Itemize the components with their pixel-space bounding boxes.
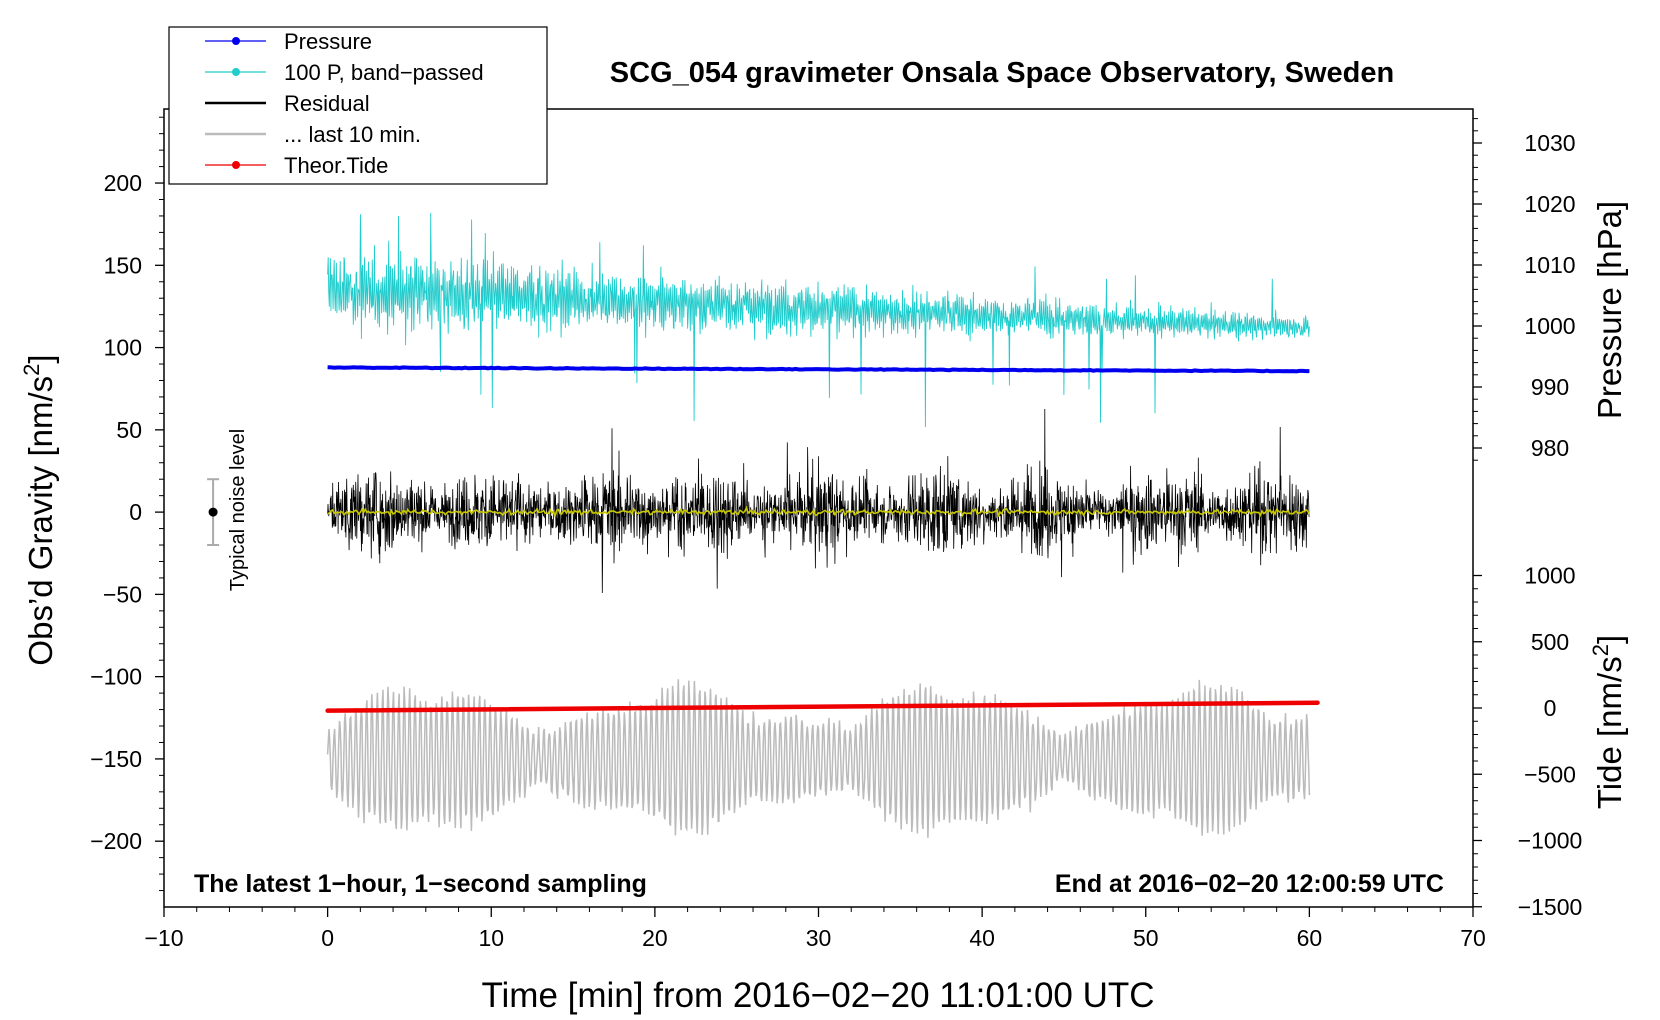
y-tide-tick-label: 0 xyxy=(1544,695,1557,721)
y-tide-label-sup: 2 xyxy=(1588,644,1613,656)
y-left-tick-label: −100 xyxy=(90,664,142,690)
legend-box xyxy=(168,26,548,185)
y-left-tick-label: 200 xyxy=(104,170,142,196)
x-axis-label: Time [min] from 2016−02−20 11:01:00 UTC xyxy=(481,976,1154,1015)
x-tick-label: 10 xyxy=(478,925,504,951)
y-axis-tide-label: Tide [nm/s2] xyxy=(1588,635,1628,809)
series-pressure xyxy=(327,365,1310,374)
y-left-tick-label: 0 xyxy=(129,499,142,525)
x-tick-label: 70 xyxy=(1460,925,1486,951)
y-left-label-main: Obs’d Gravity [nm/s xyxy=(22,376,59,666)
y-tide-tick-label: −500 xyxy=(1524,761,1576,787)
y-left-tick-label: 50 xyxy=(116,417,142,443)
series-residual-smoothed xyxy=(327,505,1311,519)
legend-label: Residual xyxy=(284,91,370,116)
legend-label: 100 P, band−passed xyxy=(284,60,484,85)
ticks-layer: −10 0 10 20 30 40 50 60 70200150100500−50−100−15… xyxy=(90,116,1583,951)
series-residual xyxy=(327,408,1310,594)
y-tide-tick-label: −1500 xyxy=(1518,894,1583,920)
x-tick-label: 30 xyxy=(806,925,832,951)
noise-point xyxy=(208,507,218,517)
series-band-passed-pressure xyxy=(327,212,1310,428)
y-left-label-close: ] xyxy=(22,354,59,363)
y-tide-label-close: ] xyxy=(1591,635,1628,644)
legend-label: Theor.Tide xyxy=(284,153,388,178)
plot-frame xyxy=(163,108,1474,908)
noise-marker xyxy=(207,478,220,547)
x-tick-label: 60 xyxy=(1297,925,1323,951)
legend: Pressure 100 P, band−passed Residual ... la… xyxy=(168,26,548,185)
series-layer xyxy=(325,212,1320,838)
legend-label: ... last 10 min. xyxy=(284,122,421,147)
legend-marker xyxy=(232,161,240,169)
y-left-tick-label: −50 xyxy=(103,581,142,607)
y-left-label-sup: 2 xyxy=(19,364,44,376)
y-left-tick-label: −150 xyxy=(90,746,142,772)
y-pressure-tick-label: 1020 xyxy=(1524,191,1575,217)
y-left-tick-label: 100 xyxy=(104,335,142,361)
y-axis-left-label: Obs’d Gravity [nm/s2] xyxy=(19,354,59,665)
x-tick-label: −10 xyxy=(144,925,183,951)
legend-label: Pressure xyxy=(284,29,372,54)
annotation-latest-hour: The latest 1−hour, 1−second sampling xyxy=(194,870,647,898)
y-pressure-tick-label: 990 xyxy=(1531,374,1569,400)
x-tick-label: 0 xyxy=(321,925,334,951)
x-tick-label: 40 xyxy=(969,925,995,951)
y-tide-tick-label: −1000 xyxy=(1518,828,1583,854)
annotation-end-time: End at 2016−02−20 12:00:59 UTC xyxy=(1055,870,1444,898)
y-left-tick-label: 150 xyxy=(104,252,142,278)
noise-level-label: Typical noise level xyxy=(227,429,249,591)
y-left-tick-label: −200 xyxy=(90,828,142,854)
x-tick-label: 50 xyxy=(1133,925,1159,951)
y-tide-tick-label: 1000 xyxy=(1524,563,1575,589)
y-pressure-tick-label: 1000 xyxy=(1524,313,1575,339)
y-pressure-tick-label: 1030 xyxy=(1524,130,1575,156)
y-tide-label-main: Tide [nm/s xyxy=(1591,656,1628,809)
legend-marker xyxy=(232,68,240,76)
series-theoretical-tide xyxy=(325,700,1320,713)
legend-marker xyxy=(232,37,240,45)
x-tick-label: 20 xyxy=(642,925,668,951)
y-axis-pressure-label: Pressure [hPa] xyxy=(1591,201,1628,419)
y-pressure-tick-label: 980 xyxy=(1531,435,1569,461)
y-tide-tick-label: 500 xyxy=(1531,629,1569,655)
y-pressure-tick-label: 1010 xyxy=(1524,252,1575,278)
chart-title: SCG_054 gravimeter Onsala Space Observat… xyxy=(610,57,1394,89)
